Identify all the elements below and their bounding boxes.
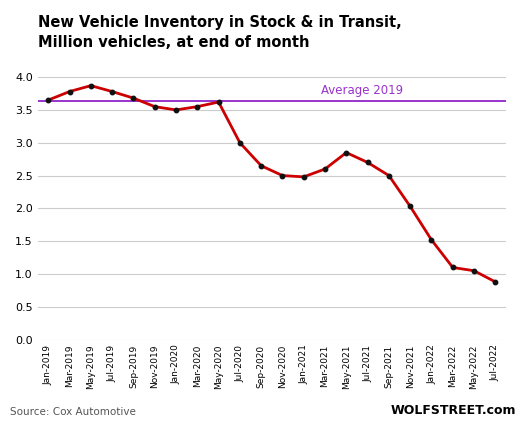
Text: Average 2019: Average 2019 xyxy=(321,85,403,97)
Text: WOLFSTREET.com: WOLFSTREET.com xyxy=(390,404,516,417)
Text: Source: Cox Automotive: Source: Cox Automotive xyxy=(10,407,137,417)
Text: New Vehicle Inventory in Stock & in Transit,
Million vehicles, at end of month: New Vehicle Inventory in Stock & in Tran… xyxy=(38,15,401,50)
